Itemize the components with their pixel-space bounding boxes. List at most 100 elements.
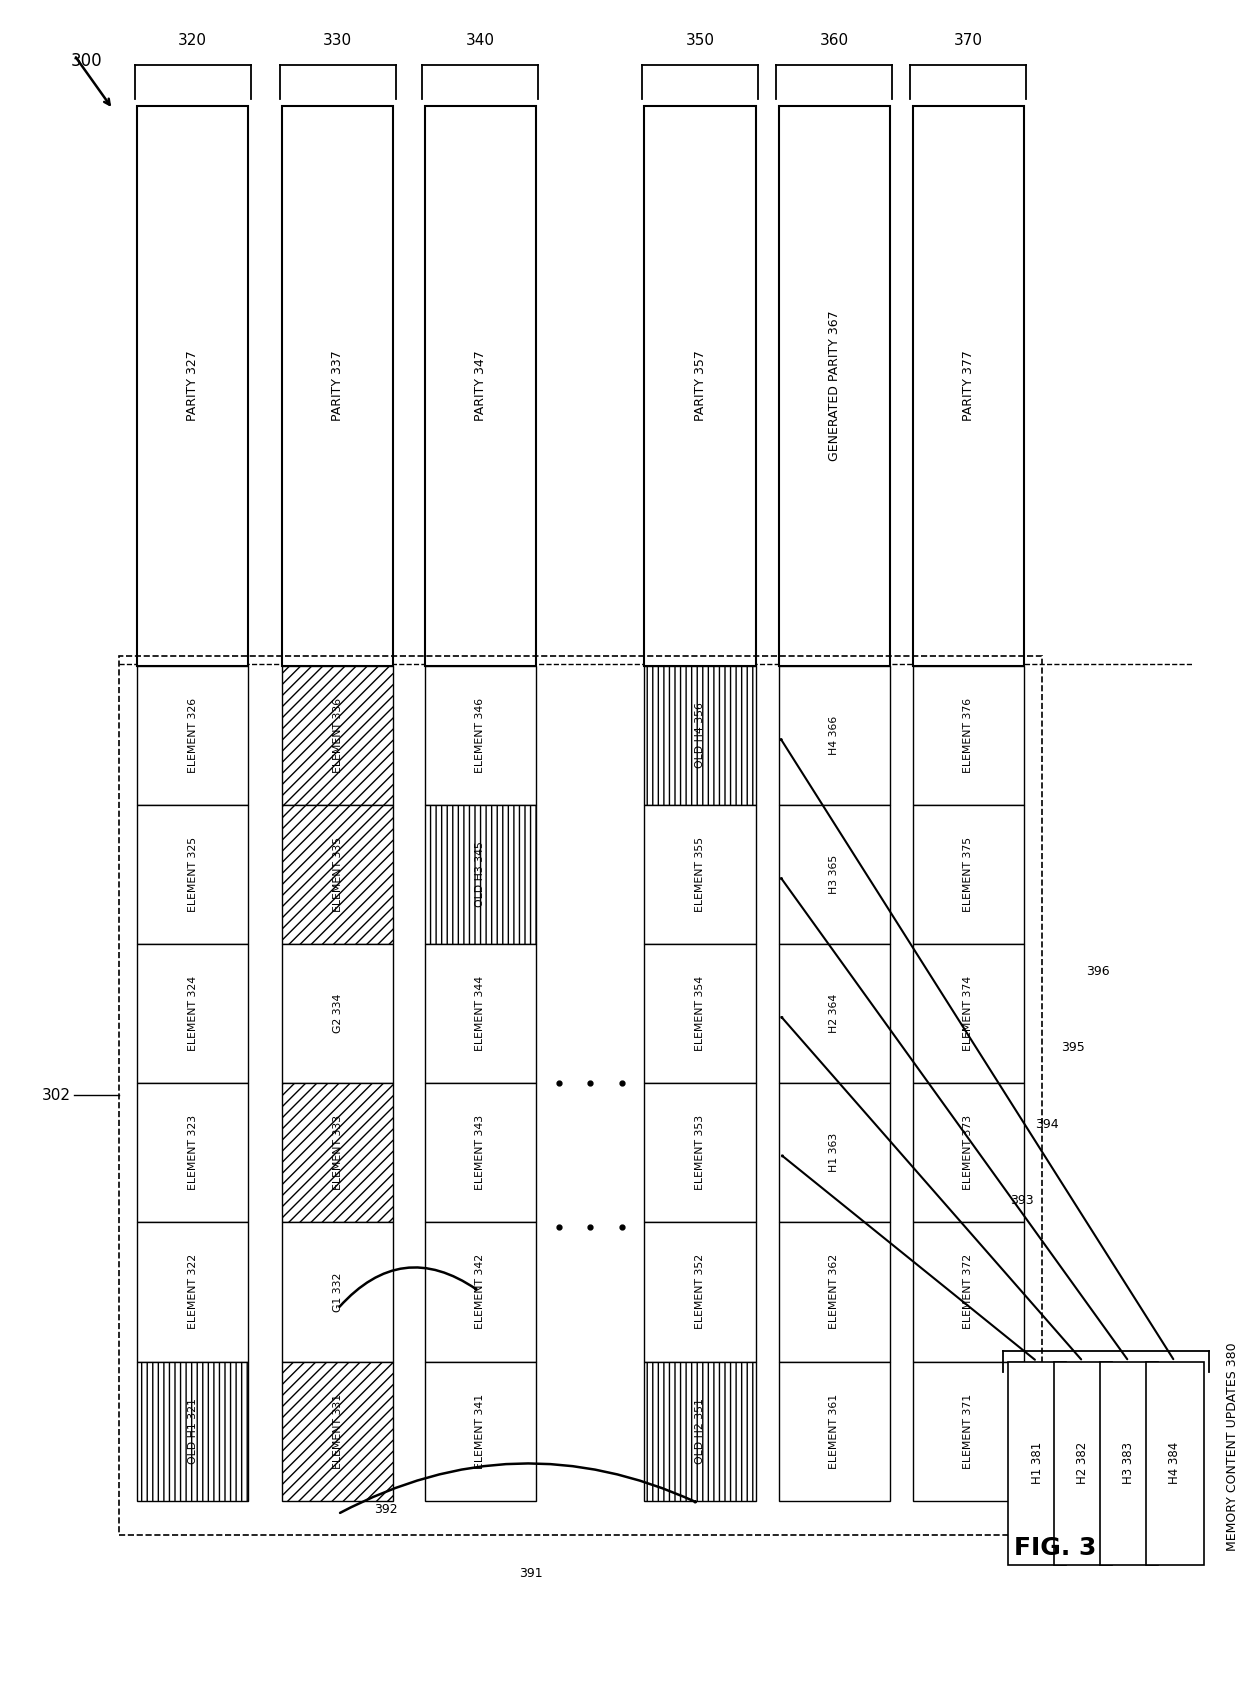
Text: 393: 393 (1011, 1194, 1034, 1207)
Text: ELEMENT 322: ELEMENT 322 (187, 1255, 197, 1330)
Text: OLD H3 345: OLD H3 345 (475, 842, 485, 907)
Bar (138, 106, 248, 667)
Text: H3 383: H3 383 (1122, 1442, 1136, 1485)
Bar (1054, 1362, 1112, 1565)
Bar (424, 805, 536, 945)
Bar (913, 1083, 1024, 1222)
Text: 360: 360 (820, 34, 848, 48)
Text: ELEMENT 371: ELEMENT 371 (963, 1393, 973, 1468)
Text: PARITY 327: PARITY 327 (186, 351, 200, 421)
Bar (1008, 1362, 1066, 1565)
Text: ELEMENT 331: ELEMENT 331 (332, 1393, 342, 1468)
Bar (913, 945, 1024, 1083)
Text: OLD H2 351: OLD H2 351 (696, 1398, 706, 1465)
Text: H1 363: H1 363 (830, 1134, 839, 1173)
Bar (913, 1362, 1024, 1500)
Bar (913, 106, 1024, 667)
Bar (779, 1362, 890, 1500)
Bar (645, 805, 755, 945)
Text: H2 364: H2 364 (830, 994, 839, 1033)
Bar (281, 1362, 393, 1500)
Text: PARITY 337: PARITY 337 (331, 351, 345, 421)
Text: ELEMENT 374: ELEMENT 374 (963, 977, 973, 1052)
Bar (779, 945, 890, 1083)
Text: H4 384: H4 384 (1168, 1442, 1182, 1485)
Bar (281, 1083, 393, 1222)
Bar (913, 805, 1024, 945)
Text: 330: 330 (324, 34, 352, 48)
Bar (424, 1362, 536, 1500)
Bar (281, 805, 393, 945)
Text: 396: 396 (1086, 965, 1110, 977)
Bar (1100, 1362, 1158, 1565)
Text: H2 382: H2 382 (1076, 1442, 1090, 1485)
Text: H1 381: H1 381 (1030, 1442, 1044, 1485)
Bar (424, 1083, 536, 1222)
Text: 340: 340 (466, 34, 495, 48)
Bar (779, 805, 890, 945)
Bar (281, 1222, 393, 1362)
Text: OLD H4 356: OLD H4 356 (696, 702, 706, 769)
Text: ELEMENT 352: ELEMENT 352 (696, 1255, 706, 1330)
Bar (138, 1222, 248, 1362)
Text: 391: 391 (520, 1567, 543, 1581)
Text: GENERATED PARITY 367: GENERATED PARITY 367 (827, 310, 841, 462)
Text: ELEMENT 333: ELEMENT 333 (332, 1115, 342, 1190)
Text: OLD H1 321: OLD H1 321 (187, 1398, 197, 1465)
Text: ELEMENT 354: ELEMENT 354 (696, 977, 706, 1052)
Text: PARITY 357: PARITY 357 (693, 351, 707, 421)
Bar (779, 1083, 890, 1222)
Text: 300: 300 (71, 51, 102, 70)
Bar (119, 656, 1042, 1534)
Text: PARITY 377: PARITY 377 (962, 351, 975, 421)
Text: ELEMENT 373: ELEMENT 373 (963, 1115, 973, 1190)
Bar (138, 667, 248, 805)
Text: ELEMENT 342: ELEMENT 342 (475, 1255, 485, 1330)
Bar (645, 106, 755, 667)
Bar (281, 667, 393, 805)
Bar (913, 667, 1024, 805)
Text: ELEMENT 376: ELEMENT 376 (963, 697, 973, 772)
Bar (1146, 1362, 1204, 1565)
Text: ELEMENT 361: ELEMENT 361 (830, 1393, 839, 1468)
Text: ELEMENT 336: ELEMENT 336 (332, 697, 342, 772)
Text: ELEMENT 335: ELEMENT 335 (332, 837, 342, 912)
Bar (424, 106, 536, 667)
Bar (424, 1222, 536, 1362)
Bar (645, 1362, 755, 1500)
Text: 392: 392 (374, 1502, 398, 1516)
Bar (645, 667, 755, 805)
Text: ELEMENT 353: ELEMENT 353 (696, 1115, 706, 1190)
Text: 370: 370 (954, 34, 983, 48)
Text: 350: 350 (686, 34, 714, 48)
Text: ELEMENT 343: ELEMENT 343 (475, 1115, 485, 1190)
Bar (138, 805, 248, 945)
Text: ELEMENT 346: ELEMENT 346 (475, 697, 485, 772)
Text: ELEMENT 355: ELEMENT 355 (696, 837, 706, 912)
Bar (138, 1083, 248, 1222)
Text: G2 334: G2 334 (332, 994, 342, 1033)
Text: H3 365: H3 365 (830, 854, 839, 893)
Bar (424, 667, 536, 805)
Text: ELEMENT 344: ELEMENT 344 (475, 977, 485, 1052)
Bar (645, 1222, 755, 1362)
Text: 395: 395 (1060, 1042, 1085, 1054)
Text: ELEMENT 341: ELEMENT 341 (475, 1393, 485, 1468)
Bar (913, 1222, 1024, 1362)
Text: ELEMENT 325: ELEMENT 325 (187, 837, 197, 912)
Bar (138, 1362, 248, 1500)
Bar (779, 1222, 890, 1362)
Bar (281, 945, 393, 1083)
Bar (138, 945, 248, 1083)
Text: ELEMENT 324: ELEMENT 324 (187, 977, 197, 1052)
Text: 302: 302 (42, 1088, 71, 1103)
Text: ELEMENT 372: ELEMENT 372 (963, 1255, 973, 1330)
Bar (645, 1083, 755, 1222)
Bar (281, 106, 393, 667)
Text: ELEMENT 375: ELEMENT 375 (963, 837, 973, 912)
Text: FIG. 3: FIG. 3 (1014, 1536, 1096, 1560)
Text: G1 332: G1 332 (332, 1272, 342, 1311)
Text: ELEMENT 326: ELEMENT 326 (187, 697, 197, 772)
Text: PARITY 347: PARITY 347 (474, 351, 486, 421)
Bar (779, 667, 890, 805)
